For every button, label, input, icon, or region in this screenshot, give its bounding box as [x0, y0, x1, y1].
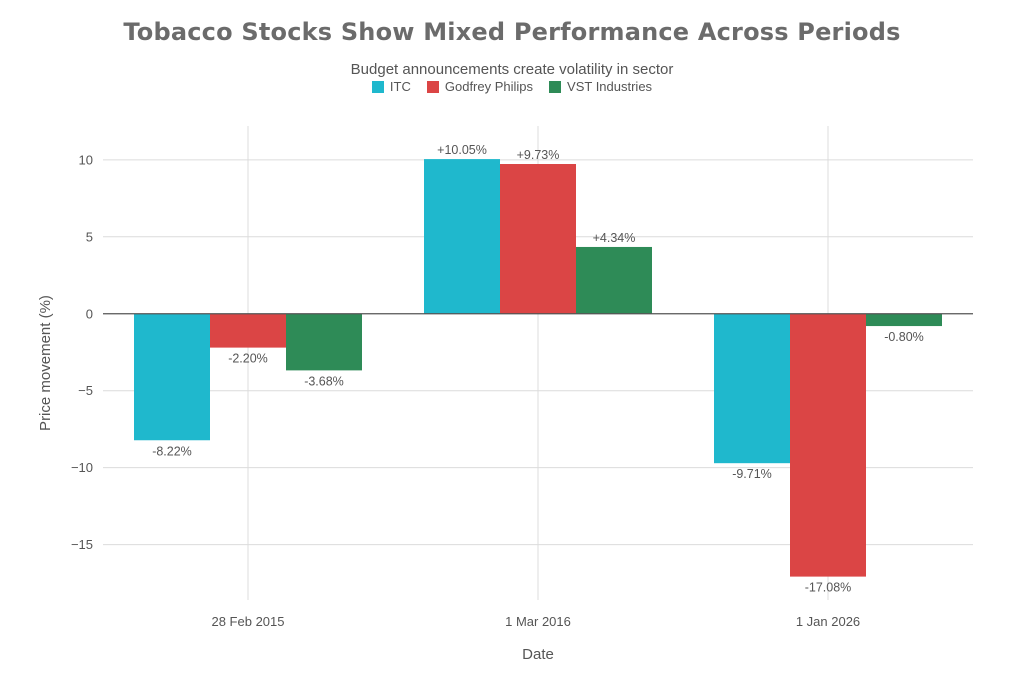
data-label: +9.73% [517, 148, 560, 162]
data-label: +4.34% [593, 231, 636, 245]
bar [714, 313, 790, 464]
data-label: -17.08% [805, 581, 852, 595]
y-axis-title: Price movement (%) [37, 295, 54, 431]
bar [286, 313, 362, 371]
data-labels: -8.22% -2.20% -3.68% +10.05% +9.73% +4.34% -9.… [152, 143, 924, 595]
data-label: -8.22% [152, 444, 192, 458]
chart-title: Tobacco Stocks Show Mixed Performance Ac… [123, 18, 901, 46]
y-tick-label: 10 [79, 152, 93, 167]
y-tick-label: −15 [71, 537, 93, 552]
legend-label: ITC [389, 79, 411, 94]
legend-label: VST Industries [567, 79, 653, 94]
y-tick-label: 0 [86, 306, 93, 321]
legend-swatch [549, 80, 562, 93]
data-label: +10.05% [437, 143, 487, 157]
legend-item[interactable]: ITC [371, 79, 411, 94]
bar [576, 246, 652, 314]
legend-item[interactable]: Godfrey Philips [426, 79, 534, 94]
axes: 10 5 0 −5 −10 −15 28 Feb 2015 1 Mar 2016 1 Jan 2… [37, 152, 860, 663]
bars [134, 159, 942, 577]
x-tick-label: 28 Feb 2015 [211, 614, 284, 629]
bar [866, 313, 942, 327]
y-tick-label: 5 [86, 229, 93, 244]
data-label: -0.80% [884, 330, 924, 344]
y-tick-label: −5 [78, 383, 93, 398]
bar [790, 313, 866, 577]
x-axis-title: Date [522, 646, 554, 663]
bar [500, 164, 576, 314]
bar [210, 313, 286, 348]
x-tick-label: 1 Mar 2016 [505, 614, 571, 629]
x-tick-label: 1 Jan 2026 [796, 614, 860, 629]
legend-swatch [426, 80, 439, 93]
legend-item[interactable]: VST Industries [549, 79, 652, 94]
legend: ITC Godfrey Philips VST Industries [0, 79, 1024, 94]
bar [424, 159, 500, 314]
data-label: -2.20% [228, 352, 268, 366]
data-label: -9.71% [732, 467, 772, 481]
legend-swatch [371, 80, 384, 93]
y-tick-label: −10 [71, 460, 93, 475]
data-label: -3.68% [304, 374, 344, 388]
chart-subtitle: Budget announcements create volatility i… [350, 61, 674, 78]
bar [134, 313, 210, 441]
legend-label: Godfrey Philips [444, 79, 534, 94]
